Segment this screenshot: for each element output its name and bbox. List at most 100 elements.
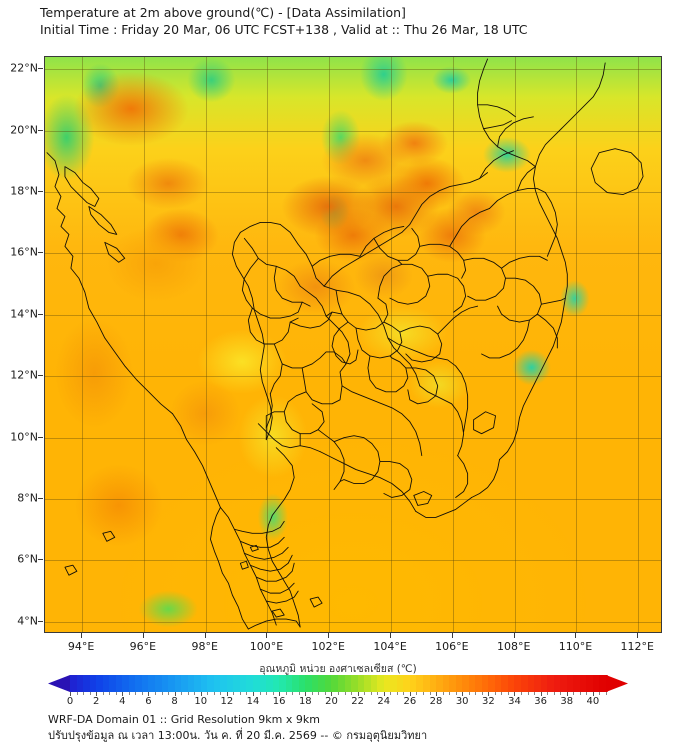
colorbar-tick-label: 34	[508, 696, 521, 707]
colorbar-tick-minor	[109, 692, 111, 695]
colorbar-tick-minor	[220, 692, 222, 695]
colorbar-tick-minor	[507, 692, 509, 695]
colorbar-tick-major	[279, 692, 281, 696]
colorbar-tick-minor	[181, 692, 183, 695]
colorbar-tick-label: 26	[403, 696, 417, 707]
colorbar-tick-major	[174, 692, 176, 696]
colorbar-tick-label: 36	[534, 696, 547, 707]
title-block: Temperature at 2m above ground(℃) - [Dat…	[40, 4, 640, 38]
colorbar-tick-minor	[416, 692, 418, 695]
latitude-tick-label: 8°N	[17, 491, 38, 505]
colorbar-tick-minor	[83, 692, 85, 695]
longitude-tick-label: 110°E	[558, 640, 593, 653]
latitude-tick-label: 12°N	[10, 368, 38, 382]
longitude-tick-label: 100°E	[249, 640, 284, 653]
longitude-axis: 94°E 96°E 98°E 100°E 102°E 104°E 106°E 108°E 110…	[0, 633, 676, 657]
latitude-tick-label: 10°N	[10, 430, 38, 444]
colorbar-tick-minor	[534, 692, 536, 695]
colorbar-tick-minor	[233, 692, 235, 695]
latitude-tick-mark	[38, 497, 43, 499]
colorbar-tick-label: 40	[586, 696, 600, 707]
latitude-tick-label: 4°N	[17, 614, 38, 628]
colorbar-tick-minor	[606, 692, 607, 695]
colorbar-tick-minor	[259, 692, 261, 695]
colorbar-tick-label: 14	[246, 696, 260, 707]
longitude-tick-label: 94°E	[67, 640, 95, 653]
colorbar-tick-minor	[76, 692, 78, 695]
colorbar-tick-minor	[102, 692, 104, 695]
colorbar-tick-minor	[521, 692, 523, 695]
colorbar-tick-label: 20	[325, 696, 338, 707]
colorbar-tick-major	[226, 692, 228, 696]
longitude-tick-mark	[142, 633, 144, 638]
colorbar-tick-minor	[115, 692, 117, 695]
colorbar-cap-low	[48, 675, 70, 692]
colorbar-tick-minor	[429, 692, 431, 695]
colorbar-tick-minor	[187, 692, 189, 695]
latitude-axis: 4°N 6°N 8°N 10°N 12°N 14°N 16°N 18°N 20°N 22°N	[0, 0, 44, 756]
colorbar-tick-minor	[154, 692, 156, 695]
colorbar-cap-high	[606, 675, 628, 692]
colorbar-tick-major	[566, 692, 568, 696]
colorbar-ticks: 0 2 4 6 8 10 12 14 16 18 20 22 24 26 28 30 32 34 36 38 40	[48, 692, 628, 708]
colorbar-tick-major	[488, 692, 490, 696]
latitude-tick-mark	[38, 559, 43, 561]
colorbar-tick-minor	[573, 692, 575, 695]
colorbar-tick-label: 22	[351, 696, 364, 707]
colorbar-tick-minor	[266, 692, 268, 695]
colorbar-tick-minor	[377, 692, 379, 695]
colorbar-tick-major	[514, 692, 516, 696]
colorbar-tick-label: 10	[194, 696, 208, 707]
colorbar-tick-minor	[272, 692, 274, 695]
colorbar-tick-minor	[344, 692, 346, 695]
colorbar-tick-label: 0	[66, 696, 74, 707]
colorbar-tick-label: 16	[272, 696, 286, 707]
colorbar-tick-minor	[442, 692, 444, 695]
latitude-tick-mark	[38, 68, 43, 70]
colorbar-bar[interactable]	[48, 675, 628, 692]
colorbar-tick-major	[462, 692, 464, 696]
colorbar-tick-minor	[403, 692, 405, 695]
latitude-tick-label: 14°N	[10, 307, 38, 321]
longitude-tick-mark	[328, 633, 330, 638]
colorbar-tick-minor	[586, 692, 588, 695]
latitude-tick-mark	[38, 191, 43, 193]
colorbar-tick-label: 30	[455, 696, 469, 707]
colorbar-tick-label: 2	[92, 696, 100, 707]
footer-credit-line: ปรับปรุงข้อมูล ณ เวลา 13:00น. วัน ค. ที่…	[48, 729, 428, 742]
colorbar-tick-minor	[501, 692, 503, 695]
longitude-tick-mark	[390, 633, 392, 638]
colorbar-tick-minor	[298, 692, 300, 695]
latitude-tick-label: 6°N	[17, 552, 38, 566]
longitude-tick-label: 102°E	[311, 640, 345, 653]
colorbar-tick-label: 6	[145, 696, 152, 707]
colorbar-tick-minor	[599, 692, 601, 695]
colorbar-tick-minor	[128, 692, 130, 695]
longitude-tick-label: 96°E	[129, 640, 157, 653]
colorbar-tick-label: 38	[560, 696, 574, 707]
colorbar-tick-minor	[141, 692, 143, 695]
latitude-tick-mark	[38, 313, 43, 315]
longitude-tick-label: 104°E	[373, 640, 407, 653]
colorbar-tick-major	[122, 692, 124, 696]
latitude-tick-label: 16°N	[10, 245, 38, 259]
colorbar-tick-label: 12	[220, 696, 234, 707]
footer-model-line: WRF-DA Domain 01 :: Grid Resolution 9km …	[48, 713, 320, 726]
temperature-field	[45, 57, 661, 632]
colorbar-gradient	[70, 675, 608, 692]
longitude-tick-mark	[575, 633, 577, 638]
longitude-tick-mark	[513, 633, 515, 638]
colorbar-tick-minor	[494, 692, 496, 695]
colorbar-tick-label: 32	[481, 696, 495, 707]
longitude-tick-mark	[204, 633, 206, 638]
map-plot-area[interactable]	[44, 56, 662, 633]
colorbar-tick-minor	[351, 692, 353, 695]
colorbar-tick-minor	[560, 692, 562, 695]
colorbar-tick-major	[592, 692, 594, 696]
colorbar-tick-minor	[292, 692, 294, 695]
chart-title: Temperature at 2m above ground(℃) - [Dat…	[40, 5, 406, 20]
colorbar-tick-minor	[311, 692, 313, 695]
colorbar[interactable]: อุณหภูมิ หน่วย องศาเซลเซียส (℃) 0 2 4 6 8 10 1…	[0, 660, 676, 710]
colorbar-tick-label: 18	[298, 696, 312, 707]
colorbar-tick-major	[96, 692, 98, 696]
